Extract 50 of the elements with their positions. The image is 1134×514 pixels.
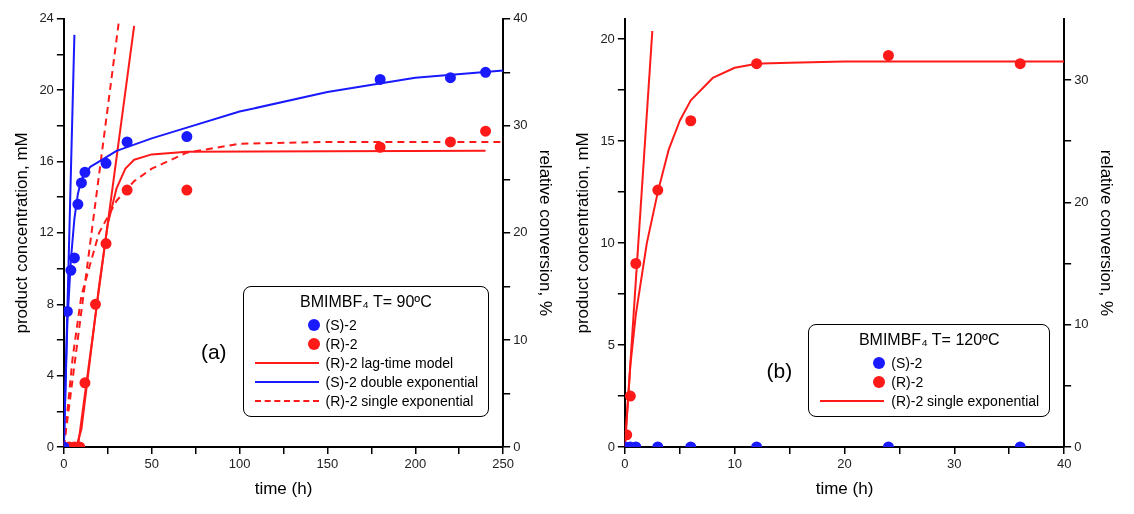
y2-tick-label: 30 (1074, 71, 1089, 87)
x-axis-title: time (h) (254, 479, 313, 499)
y2-axis-title: relative conversion, % (1097, 149, 1117, 317)
y-tick-label: 20 (600, 30, 615, 46)
y2-tick-label: 0 (513, 438, 521, 454)
legend-title: BMIMBF₄ T= 90ºC (299, 293, 433, 311)
legend-label: (S)-2 (891, 354, 923, 371)
x-tick-label: 0 (621, 456, 629, 472)
y-tick-label: 24 (39, 10, 54, 26)
x-tick-label: 10 (727, 456, 742, 472)
y2-tick-label: 0 (1074, 438, 1082, 454)
y2-tick-label: 40 (513, 10, 528, 26)
x-tick-label: 250 (492, 456, 514, 472)
annotation: (a) (200, 339, 227, 364)
y2-tick-label: 30 (513, 117, 528, 133)
y-tick-label: 20 (39, 81, 54, 97)
y-tick-label: 4 (46, 367, 54, 383)
annotation: (b) (766, 358, 793, 383)
legend-label: (S)-2 (325, 316, 357, 333)
x-axis-title: time (h) (815, 479, 874, 499)
y-tick-label: 0 (46, 438, 54, 454)
x-tick-label: 30 (947, 456, 962, 472)
y-tick-label: 16 (39, 153, 54, 169)
x-tick-label: 150 (316, 456, 339, 472)
x-tick-label: 20 (837, 456, 852, 472)
y-tick-label: 5 (607, 336, 615, 352)
y-tick-label: 0 (607, 438, 615, 454)
y-tick-label: 10 (600, 234, 615, 250)
legend-title: BMIMBF₄ T= 120ºC (857, 331, 1001, 349)
y-tick-label: 12 (39, 224, 54, 240)
legend-label: (R)-2 (325, 335, 358, 352)
y2-tick-label: 10 (1074, 316, 1089, 332)
legend-label: (R)-2 lag-time model (325, 354, 454, 371)
y2-tick-label: 20 (1074, 193, 1089, 209)
y-axis-title: product concentration, mM (11, 132, 31, 334)
y-axis-title: product concentration, mM (572, 132, 592, 334)
x-tick-label: 200 (404, 456, 427, 472)
legend-label: (S)-2 double exponential (325, 373, 479, 390)
y2-axis-title: relative conversion, % (536, 149, 556, 317)
x-tick-label: 100 (228, 456, 251, 472)
x-tick-label: 50 (144, 456, 159, 472)
x-tick-label: 0 (60, 456, 68, 472)
y-tick-label: 8 (46, 295, 54, 311)
y2-tick-label: 10 (513, 331, 528, 347)
legend-label: (R)-2 (891, 373, 924, 390)
y2-tick-label: 20 (513, 224, 528, 240)
legend-label: (R)-2 single exponential (891, 392, 1040, 409)
x-tick-label: 40 (1056, 456, 1072, 472)
legend-label: (R)-2 single exponential (325, 392, 474, 409)
y-tick-label: 15 (600, 132, 615, 148)
